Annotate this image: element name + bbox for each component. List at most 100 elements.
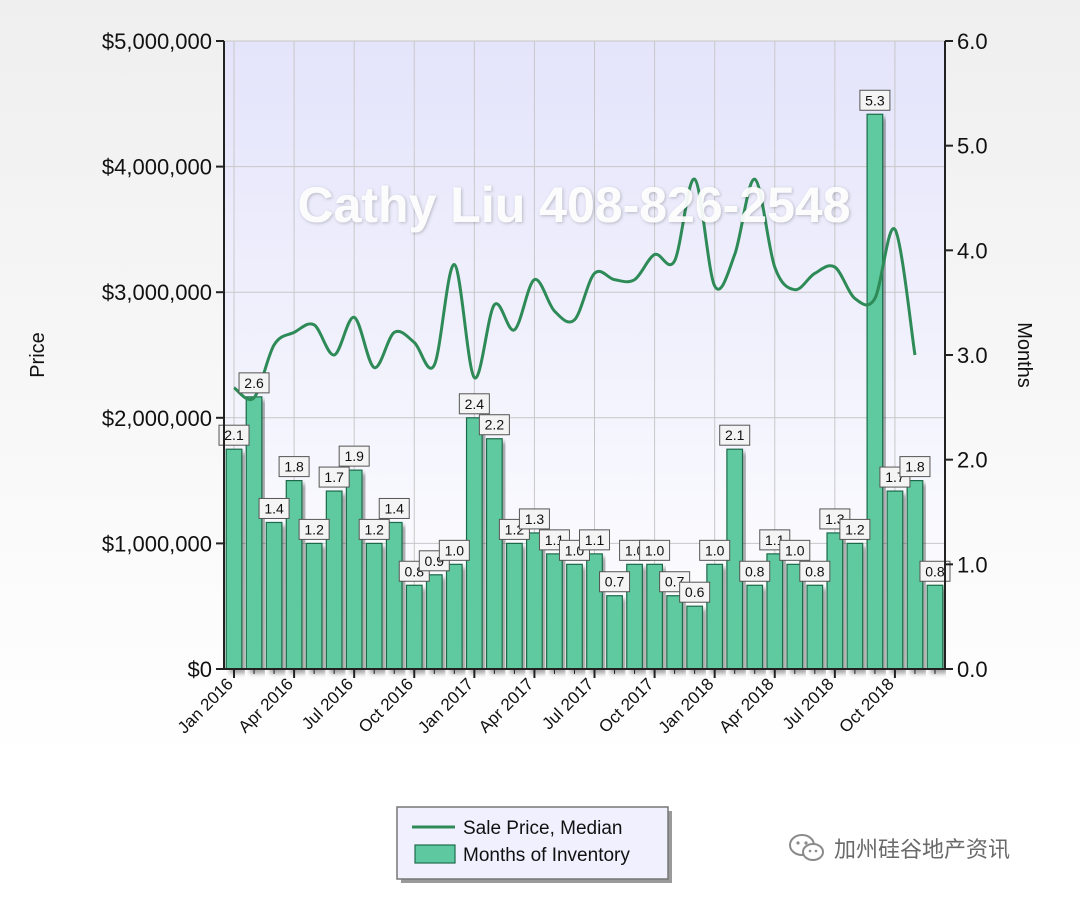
- data-label-box: [679, 581, 711, 603]
- bar-jun-2017: [566, 563, 583, 670]
- data-label-text: 1.1: [585, 532, 605, 548]
- footer-credit: 加州硅谷地产资讯: [788, 830, 1010, 866]
- data-label-text: 1.7: [324, 469, 344, 485]
- data-label-text: 0.8: [745, 563, 765, 579]
- data-label-text: 1.4: [385, 500, 405, 516]
- y-right-tick-label: 2.0: [957, 448, 988, 473]
- data-label-apr-2017: 1.3: [518, 508, 550, 530]
- legend-entry-months-of-inventory: Months of Inventory: [463, 845, 630, 866]
- data-label-aug-2017: 0.7: [599, 571, 631, 593]
- data-label-box: [338, 445, 370, 467]
- data-label-text: 2.1: [224, 427, 244, 443]
- data-label-text: 1.0: [445, 542, 465, 558]
- bar-jan-2016: [225, 448, 243, 670]
- data-label-dec-2017: 0.6: [679, 581, 711, 603]
- data-label-box: [238, 372, 270, 394]
- data-label-text: 2.1: [725, 427, 745, 443]
- data-label-sep-2016: 1.4: [378, 497, 410, 519]
- line-path-sale-price-median: [233, 177, 917, 401]
- data-label-box: [599, 571, 631, 593]
- data-label-box: [579, 529, 611, 551]
- y-left-tick-label: $3,000,000: [102, 280, 212, 305]
- y-left-tick-label: $5,000,000: [102, 29, 212, 54]
- legend-entry-sale-price-median: Sale Price, Median: [463, 818, 622, 839]
- wechat-icon: [789, 834, 824, 861]
- y-left-tick-label: $4,000,000: [102, 155, 212, 180]
- data-label-jan-2016: 2.1: [218, 424, 250, 446]
- data-label-text: 1.0: [705, 542, 725, 558]
- data-label-text: 2.6: [244, 375, 264, 391]
- data-label-mar-2016: 1.4: [258, 497, 290, 519]
- data-label-jul-2017: 1.1: [579, 529, 611, 551]
- data-label-text: 5.3: [865, 92, 885, 108]
- data-label-box: [218, 424, 250, 446]
- data-label-text: 1.9: [344, 448, 364, 464]
- bar-mar-2016: [265, 521, 283, 670]
- y-right-tick-label: 0.0: [957, 657, 988, 682]
- data-label-box: [919, 560, 951, 582]
- data-label-text: 2.2: [485, 417, 505, 433]
- bar-feb-2017: [485, 438, 503, 670]
- data-label-jul-2016: 1.9: [338, 445, 370, 467]
- data-label-mar-2018: 0.8: [739, 560, 771, 582]
- y-left-tick-label: $2,000,000: [102, 406, 212, 431]
- data-label-box: [378, 497, 410, 519]
- y-right-tick-label: 1.0: [957, 552, 988, 577]
- data-label-box: [839, 518, 871, 540]
- data-label-box: [358, 518, 390, 540]
- data-label-box: [699, 539, 731, 561]
- data-label-nov-2018: 1.8: [899, 456, 931, 478]
- data-label-feb-2016: 2.6: [238, 372, 270, 394]
- bar-aug-2017: [606, 595, 623, 670]
- data-label-box: [438, 539, 470, 561]
- data-label-box: [779, 539, 811, 561]
- data-label-box: [298, 518, 330, 540]
- line-sale-price-median: [233, 177, 917, 401]
- bar-may-2016: [305, 542, 323, 670]
- data-label-jun-2016: 1.7: [318, 466, 350, 488]
- bar-jun-2018: [806, 584, 824, 670]
- data-label-box: [899, 456, 931, 478]
- data-label-jun-2018: 0.8: [799, 560, 831, 582]
- bar-nov-2016: [425, 574, 443, 670]
- data-label-box: [639, 539, 671, 561]
- data-label-dec-2018: 0.8: [919, 560, 951, 582]
- y-right-tick-label: 6.0: [957, 29, 988, 54]
- data-label-text: 1.8: [284, 459, 304, 475]
- bar-aug-2018: [846, 542, 864, 670]
- bar-mar-2018: [746, 584, 764, 670]
- y-right-tick-label: 5.0: [957, 134, 988, 159]
- data-label-box: [518, 508, 550, 530]
- bar-sep-2018: [866, 113, 884, 670]
- data-label-apr-2016: 1.8: [278, 456, 310, 478]
- legend-box: [396, 806, 669, 880]
- data-label-may-2016: 1.2: [298, 518, 330, 540]
- y-right-axis-title: Months: [1013, 322, 1035, 388]
- data-label-may-2018: 1.0: [779, 539, 811, 561]
- y-right-tick-label: 3.0: [957, 343, 988, 368]
- data-label-box: [739, 560, 771, 582]
- y-left-axis-title: Price: [27, 332, 49, 378]
- y-left-tick-label: $1,000,000: [102, 531, 212, 556]
- data-label-text: 0.8: [805, 563, 825, 579]
- data-label-text: 1.4: [264, 500, 284, 516]
- bar-jul-2017: [586, 553, 603, 670]
- legend: Sale Price, Median Months of Inventory: [396, 806, 672, 883]
- legend-swatch-bar: [414, 844, 456, 864]
- bar-oct-2018: [886, 490, 904, 670]
- bar-apr-2017: [526, 532, 543, 670]
- data-label-oct-2017: 1.0: [639, 539, 671, 561]
- data-label-aug-2018: 1.2: [839, 518, 871, 540]
- data-label-jan-2018: 1.0: [699, 539, 731, 561]
- data-label-text: 1.8: [905, 459, 925, 475]
- data-label-text: 0.7: [605, 574, 625, 590]
- bar-oct-2016: [405, 584, 423, 670]
- data-label-sep-2018: 5.3: [859, 89, 891, 111]
- data-label-box: [258, 497, 290, 519]
- data-label-aug-2016: 1.2: [358, 518, 390, 540]
- data-label-dec-2016: 1.0: [438, 539, 470, 561]
- data-label-text: 0.6: [685, 584, 705, 600]
- data-label-box: [318, 466, 350, 488]
